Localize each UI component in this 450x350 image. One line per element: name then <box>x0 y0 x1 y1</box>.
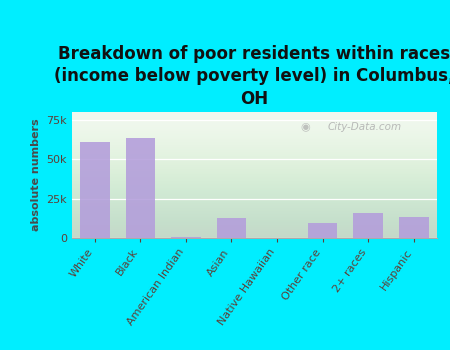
Bar <box>399 217 428 238</box>
Text: City-Data.com: City-Data.com <box>327 122 401 132</box>
Bar <box>80 142 110 238</box>
Text: ◉: ◉ <box>301 122 310 132</box>
Title: Breakdown of poor residents within races
(income below poverty level) in Columbu: Breakdown of poor residents within races… <box>54 45 450 108</box>
Y-axis label: absolute numbers: absolute numbers <box>31 119 41 231</box>
Bar <box>216 218 246 238</box>
Bar <box>171 237 201 238</box>
Bar <box>353 213 383 238</box>
Bar <box>308 223 338 238</box>
Bar <box>126 138 155 238</box>
